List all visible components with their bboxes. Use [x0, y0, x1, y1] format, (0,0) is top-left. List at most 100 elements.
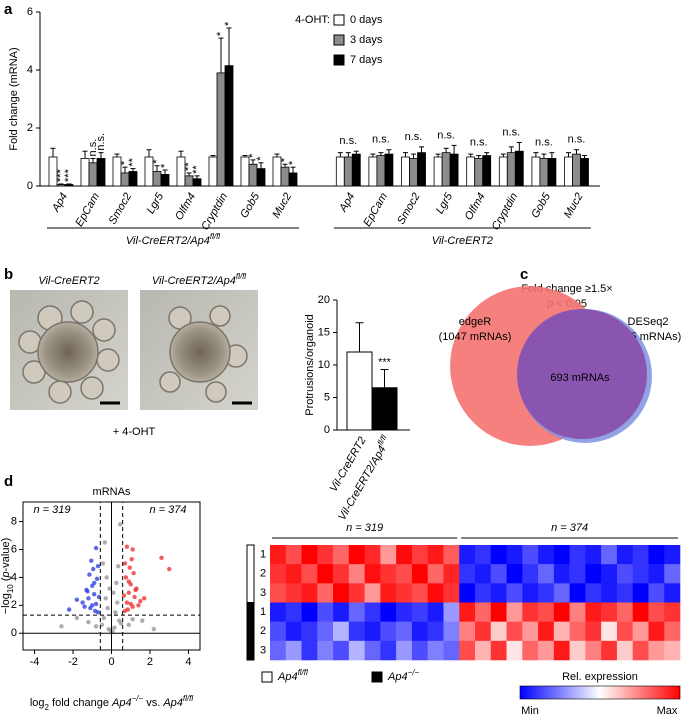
image-label-part: fl/fl: [236, 272, 246, 281]
error-bar: [58, 183, 64, 185]
x-tick-label: 2: [147, 656, 153, 668]
heatmap-cell: [664, 545, 681, 565]
heatmap-cell: [601, 602, 618, 622]
point: [142, 596, 147, 601]
heatmap-cell: [270, 583, 287, 603]
heatmap-cell: [459, 583, 476, 603]
y-tick-label: 2: [27, 122, 33, 134]
bar: [441, 152, 451, 187]
error-bar: [154, 165, 160, 172]
error-bar: [574, 149, 579, 155]
error-bar: [468, 153, 474, 157]
category-label: Ap4: [337, 191, 358, 215]
y-tick-label: 10: [318, 359, 330, 371]
y-tick-label: 6: [27, 6, 33, 18]
heatmap-cell: [538, 545, 555, 565]
legend-swatch: [261, 671, 273, 683]
error-bar: [90, 157, 96, 163]
row-label: 2: [260, 568, 266, 580]
x-axis-label-part: fl/fl: [183, 694, 193, 703]
significance: *: [151, 159, 163, 164]
heatmap-cell: [348, 545, 365, 565]
heatmap-cell: [380, 564, 397, 584]
bar: [417, 152, 426, 187]
heatmap-cell: [569, 583, 586, 603]
error-bar: [353, 150, 359, 155]
point: [86, 619, 91, 625]
heatmap-cell: [553, 602, 570, 622]
heatmap-cell: [459, 602, 476, 622]
heatmap-cell: [601, 621, 618, 642]
significance: n.s.: [568, 134, 586, 146]
y-axis-label-part: −log: [0, 593, 12, 614]
legend-title: 4-OHT:: [295, 14, 330, 26]
image-label: Vil-CreERT2: [38, 275, 99, 287]
panel-label: b: [4, 266, 13, 283]
error-bar: [50, 147, 56, 157]
error-bar: [146, 149, 152, 157]
heatmap-cell: [285, 640, 302, 661]
y-tick-label: 2: [11, 599, 17, 611]
bar: [368, 156, 378, 187]
treatment-label: + 4-OHT: [113, 426, 156, 438]
significance: n.s.: [87, 139, 99, 157]
heatmap-cell: [506, 564, 523, 584]
point: [105, 605, 110, 611]
heatmap-cell: [475, 621, 492, 642]
heatmap-cell: [553, 564, 570, 584]
set-size: (1047 mRNAs): [439, 331, 512, 343]
error-bar: [258, 162, 264, 169]
point: [91, 566, 96, 572]
heatmap-cell: [538, 583, 555, 603]
panel-label: c: [520, 266, 528, 283]
legend-label: Ap4fl/fl: [277, 668, 308, 683]
error-bar: [290, 166, 296, 173]
heatmap-cell: [506, 583, 523, 603]
organoid-images: [10, 290, 258, 410]
heatmap-cell: [569, 564, 586, 584]
bar: [564, 156, 573, 187]
heatmap-cell: [285, 621, 302, 642]
heatmap-cell: [317, 564, 334, 584]
heatmap-cell: [522, 640, 539, 661]
column-group-label-part: n = 319: [346, 522, 383, 534]
image-label: Vil-CreERT2/Ap4fl/fl: [152, 272, 246, 287]
error-bar: [386, 149, 392, 155]
error-bar: [451, 144, 457, 155]
y-axis-label-part: p: [0, 571, 12, 578]
heatmap-cell: [427, 545, 444, 565]
error-bar: [226, 27, 232, 66]
error-bar: [443, 147, 449, 153]
category-label: Lgr5: [434, 190, 456, 216]
y-axis-label-part: 10: [6, 584, 15, 593]
error-bar: [282, 163, 288, 168]
bar: [280, 166, 290, 187]
error-bar: [541, 153, 547, 159]
heatmap-cell: [348, 564, 365, 584]
point: [126, 590, 132, 595]
significance: ***: [63, 168, 75, 182]
heatmap-cell: [553, 545, 570, 565]
heatmap-cell: [585, 564, 602, 584]
point: [101, 615, 107, 621]
heatmap-cell: [301, 640, 318, 661]
heatmap-cell: [664, 602, 681, 622]
heatmap-cell: [411, 602, 428, 622]
legend-label: 0 days: [350, 14, 383, 26]
point: [59, 624, 64, 629]
error-bar: [484, 152, 490, 156]
point: [115, 600, 120, 605]
heatmap-cell: [270, 602, 287, 622]
y-tick-label: 15: [318, 326, 330, 338]
heatmap-cell: [270, 621, 287, 642]
colorbar-label: Max: [657, 705, 678, 717]
heatmap-cell: [333, 640, 350, 661]
heatmap-cell: [538, 602, 555, 622]
error-bar: [370, 153, 376, 157]
heatmap-cell: [348, 583, 365, 603]
heatmap-cell: [396, 583, 413, 603]
bar: [506, 152, 516, 187]
heatmap-cell: [380, 602, 397, 622]
heatmap-cell: [585, 621, 602, 642]
